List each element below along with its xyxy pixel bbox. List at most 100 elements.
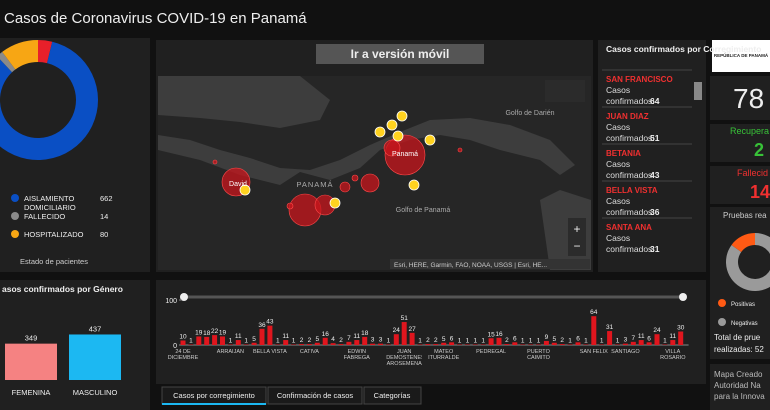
attribution-bar: [390, 259, 590, 269]
bar-value-label: 11: [282, 333, 289, 340]
cluster-marker[interactable]: [374, 126, 386, 138]
credits: Mapa Creado: [714, 370, 763, 379]
tab-label[interactable]: Confirmación de casos: [277, 391, 354, 400]
bar-value-label: 19: [195, 329, 203, 336]
list-item-name: BETANIA: [606, 149, 641, 158]
bar: [630, 341, 636, 345]
case-circle: [351, 174, 359, 182]
x-tick-label-box: PEDREGAL: [476, 349, 506, 355]
bar-value-label: 11: [638, 333, 645, 340]
legend-label-box: AISLAMIENTO DOMICILIARIO: [24, 194, 76, 212]
cluster-marker[interactable]: [424, 134, 436, 146]
bar: [251, 342, 257, 345]
bar-value-label: 18: [203, 330, 211, 337]
legend-label: Positivas: [731, 302, 755, 308]
bar-value-label: 2: [560, 337, 564, 344]
map-label: Golfo de Darién: [505, 110, 554, 117]
bar: [354, 340, 360, 345]
bar-value-label: 1: [663, 338, 667, 345]
list-item-value: 51: [650, 133, 660, 143]
bar-value-label: 3: [624, 337, 628, 344]
y-tick-label: 0: [173, 343, 177, 350]
cluster-marker[interactable]: [392, 130, 404, 142]
bar: [370, 343, 376, 345]
bar-value-label: 16: [322, 331, 330, 338]
bar: [441, 342, 447, 345]
bar: [330, 343, 336, 345]
tab[interactable]: [363, 386, 422, 405]
logo-text: REPÚBLICA DE PANAMÁ: [714, 52, 769, 58]
bar-value-label: 11: [235, 333, 242, 340]
bar: [314, 342, 320, 345]
list-item-value: 36: [650, 207, 660, 217]
tab-label[interactable]: Categorías: [374, 391, 411, 400]
cluster-marker[interactable]: [239, 184, 251, 196]
list-scrollbar[interactable]: [694, 82, 702, 100]
legend-value: 80: [100, 230, 108, 239]
bar: [622, 343, 628, 345]
case-circle: [360, 173, 380, 193]
bar-value-label: 9: [545, 334, 549, 341]
cluster-marker[interactable]: [396, 110, 408, 122]
bar-value-label: 1: [600, 338, 604, 345]
x-tick-label-box: EDWIN FABREGA: [344, 349, 370, 361]
list-item-label: Casos: [606, 122, 630, 132]
list-item-label: Casos: [606, 159, 630, 169]
list-item-name: JUAN DIAZ: [606, 112, 649, 121]
bar-value-label: 24: [653, 327, 661, 334]
bar-value-label: 1: [458, 338, 462, 345]
slider-handle[interactable]: [180, 293, 188, 301]
map-label: Panamá: [392, 151, 418, 158]
list-item-label: Casos: [606, 233, 630, 243]
bar-value-label: 1: [529, 338, 533, 345]
x-tick-label: SAN FELIX: [579, 349, 608, 355]
pie-slice: [2, 40, 39, 70]
list-item-label: confirmados:: [606, 170, 655, 180]
bar-value-label: 2: [434, 337, 438, 344]
bar-value-label: 1: [568, 338, 572, 345]
x-tick-label: VILLA ROSARIO: [660, 349, 686, 361]
bar-value-label: 1: [276, 338, 280, 345]
zoom-out[interactable]: −: [573, 239, 580, 253]
cluster-marker[interactable]: [386, 119, 398, 131]
bar: [449, 342, 455, 345]
bar: [267, 325, 273, 345]
bar: [575, 342, 581, 345]
x-tick-label: 24 DE DICIEMBRE: [167, 349, 199, 361]
tab-label[interactable]: Casos por corregimiento: [173, 391, 255, 400]
mobile-button-label[interactable]: Ir a versión móvil: [351, 47, 450, 61]
credits-box: [710, 364, 770, 410]
mobile-button[interactable]: [316, 44, 484, 64]
deaths-label: Fallecid: [737, 168, 768, 178]
pie-slice: [0, 51, 16, 73]
slider-handle[interactable]: [679, 293, 687, 301]
x-tick-label: BELLA VISTA: [252, 349, 287, 355]
x-tick-label: MASCULINO: [73, 388, 118, 397]
map-label: David: [229, 181, 247, 188]
zoom-controls[interactable]: [568, 218, 586, 256]
tab[interactable]: [267, 386, 363, 405]
cluster-marker[interactable]: [329, 197, 341, 209]
x-tick-label: ARRAIJAN: [216, 349, 244, 355]
list-item-value: 43: [650, 170, 660, 180]
bar: [346, 341, 352, 345]
bar-value-label: 7: [347, 335, 351, 342]
pie-slice: [0, 41, 98, 160]
map-label: Golfo de Panamá: [396, 207, 451, 214]
map-tools[interactable]: [545, 80, 585, 102]
bar-value-label: 1: [189, 338, 193, 345]
cluster-marker[interactable]: [408, 179, 420, 191]
list-item-label: Casos: [606, 85, 630, 95]
case-circle: [286, 202, 294, 210]
bar: [433, 344, 439, 345]
case-circles: [212, 134, 463, 227]
deaths-box: [710, 166, 770, 204]
bar: [425, 344, 431, 345]
zoom-in[interactable]: +: [573, 222, 580, 236]
list-item-label: confirmados:: [606, 96, 655, 106]
legend-swatch: [718, 299, 726, 307]
list-item-name: BELLA VISTA: [606, 186, 658, 195]
bar-value-label: 2: [505, 337, 509, 344]
bar: [654, 334, 660, 345]
bar: [496, 337, 502, 345]
